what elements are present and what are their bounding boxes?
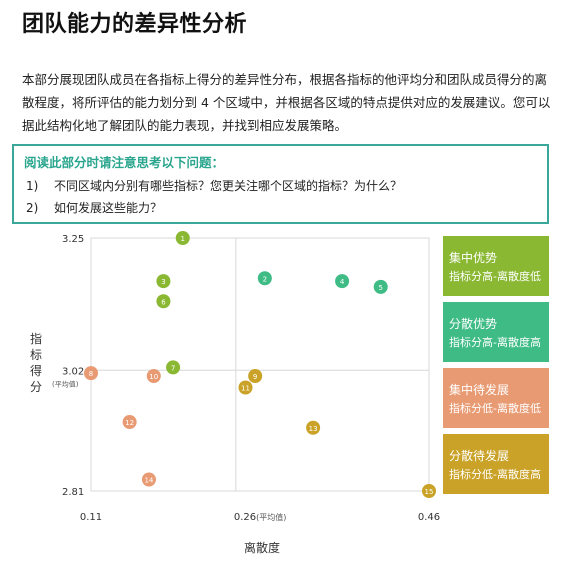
data-point-label: 6 [161, 298, 166, 306]
data-point [248, 369, 263, 383]
data-point [146, 369, 161, 383]
y-axis-label-char: 标 [30, 348, 43, 362]
data-point [141, 472, 156, 487]
data-point [156, 274, 171, 289]
data-point-label: 9 [253, 373, 257, 381]
x-tick-suffix: (平均值) [256, 512, 286, 522]
y-axis-label-char: 指 [30, 332, 43, 346]
data-point [175, 231, 190, 245]
data-point [306, 420, 321, 435]
x-axis-label: 离散度 [244, 540, 280, 555]
data-point-label: 13 [309, 425, 318, 433]
legend-subtitle: 指标分低-离散度低 [449, 402, 541, 415]
legend-item: 集中优势指标分高-离散度低 [443, 236, 549, 296]
y-tick-suffix: (平均值) [52, 379, 79, 388]
legend-subtitle: 指标分低-离散度高 [449, 468, 541, 481]
intro-text: 本部分展现团队成员在各指标上得分的差异性分布，根据各指标的他评均分和团队成员得分… [22, 72, 551, 133]
question-item: 2) 如何发展这些能力？ [26, 199, 162, 216]
y-tick-label: 2.81 [62, 487, 84, 498]
y-axis-label-char: 得 [30, 364, 43, 378]
data-point-label: 3 [161, 278, 165, 286]
x-tick-label: 0.46 [418, 512, 440, 523]
data-point-label: 11 [241, 385, 250, 393]
question-number: 2) [26, 201, 39, 215]
page-title: 团队能力的差异性分析 [22, 12, 248, 37]
x-tick-label: 0.11 [80, 512, 102, 523]
questions-title: 阅读此部分时请注意思考以下问题： [24, 155, 225, 170]
data-point [122, 415, 137, 429]
legend-subtitle: 指标分高-离散度低 [449, 270, 541, 283]
legend-item: 分散优势指标分高-离散度高 [443, 302, 549, 362]
legend-subtitle: 指标分高-离散度高 [449, 336, 541, 349]
legend-item: 分散待发展指标分低-离散度高 [443, 434, 549, 494]
data-point-label: 10 [149, 373, 158, 381]
y-tick-label: 3.02 [62, 366, 84, 377]
data-point [373, 279, 388, 294]
question-item: 1) 不同区域内分别有哪些指标？您更关注哪个区域的指标？为什么？ [26, 177, 402, 194]
data-point-label: 8 [89, 370, 93, 378]
data-point-label: 15 [425, 488, 434, 496]
data-point [422, 484, 436, 498]
data-point [156, 294, 171, 309]
data-point [335, 274, 350, 289]
data-point-label: 7 [171, 364, 175, 372]
legend-title: 分散待发展 [449, 449, 510, 463]
x-tick-label: 0.26(平均值) [234, 512, 287, 523]
question-text: 如何发展这些能力？ [54, 201, 163, 215]
data-point-label: 4 [340, 278, 345, 286]
question-text: 不同区域内分别有哪些指标？您更关注哪个区域的指标？为什么？ [54, 179, 403, 193]
legend-title: 集中优势 [449, 251, 498, 265]
data-point [84, 366, 98, 381]
data-point-label: 2 [263, 275, 267, 283]
legend-title: 集中待发展 [449, 383, 510, 397]
data-point [238, 380, 253, 395]
data-point-label: 5 [378, 284, 382, 292]
y-axis-label-char: 分 [30, 380, 43, 394]
data-point-label: 14 [144, 477, 153, 485]
data-point-label: 12 [125, 419, 134, 427]
legend-item: 集中待发展指标分低-离散度低 [443, 368, 549, 428]
y-tick-label: 3.25 [62, 234, 84, 245]
scatter-chart: 3.253.02(平均值)2.810.11 0.26(平均值) 0.46离散度123… [52, 231, 440, 555]
data-point-label: 1 [181, 235, 185, 243]
questions-box: 阅读此部分时请注意思考以下问题： 1) 不同区域内分别有哪些指标？您更关注哪个区域… [12, 144, 549, 224]
data-point [257, 271, 272, 286]
data-point [166, 360, 181, 375]
question-number: 1) [26, 179, 39, 193]
legend-title: 分散优势 [449, 317, 498, 331]
